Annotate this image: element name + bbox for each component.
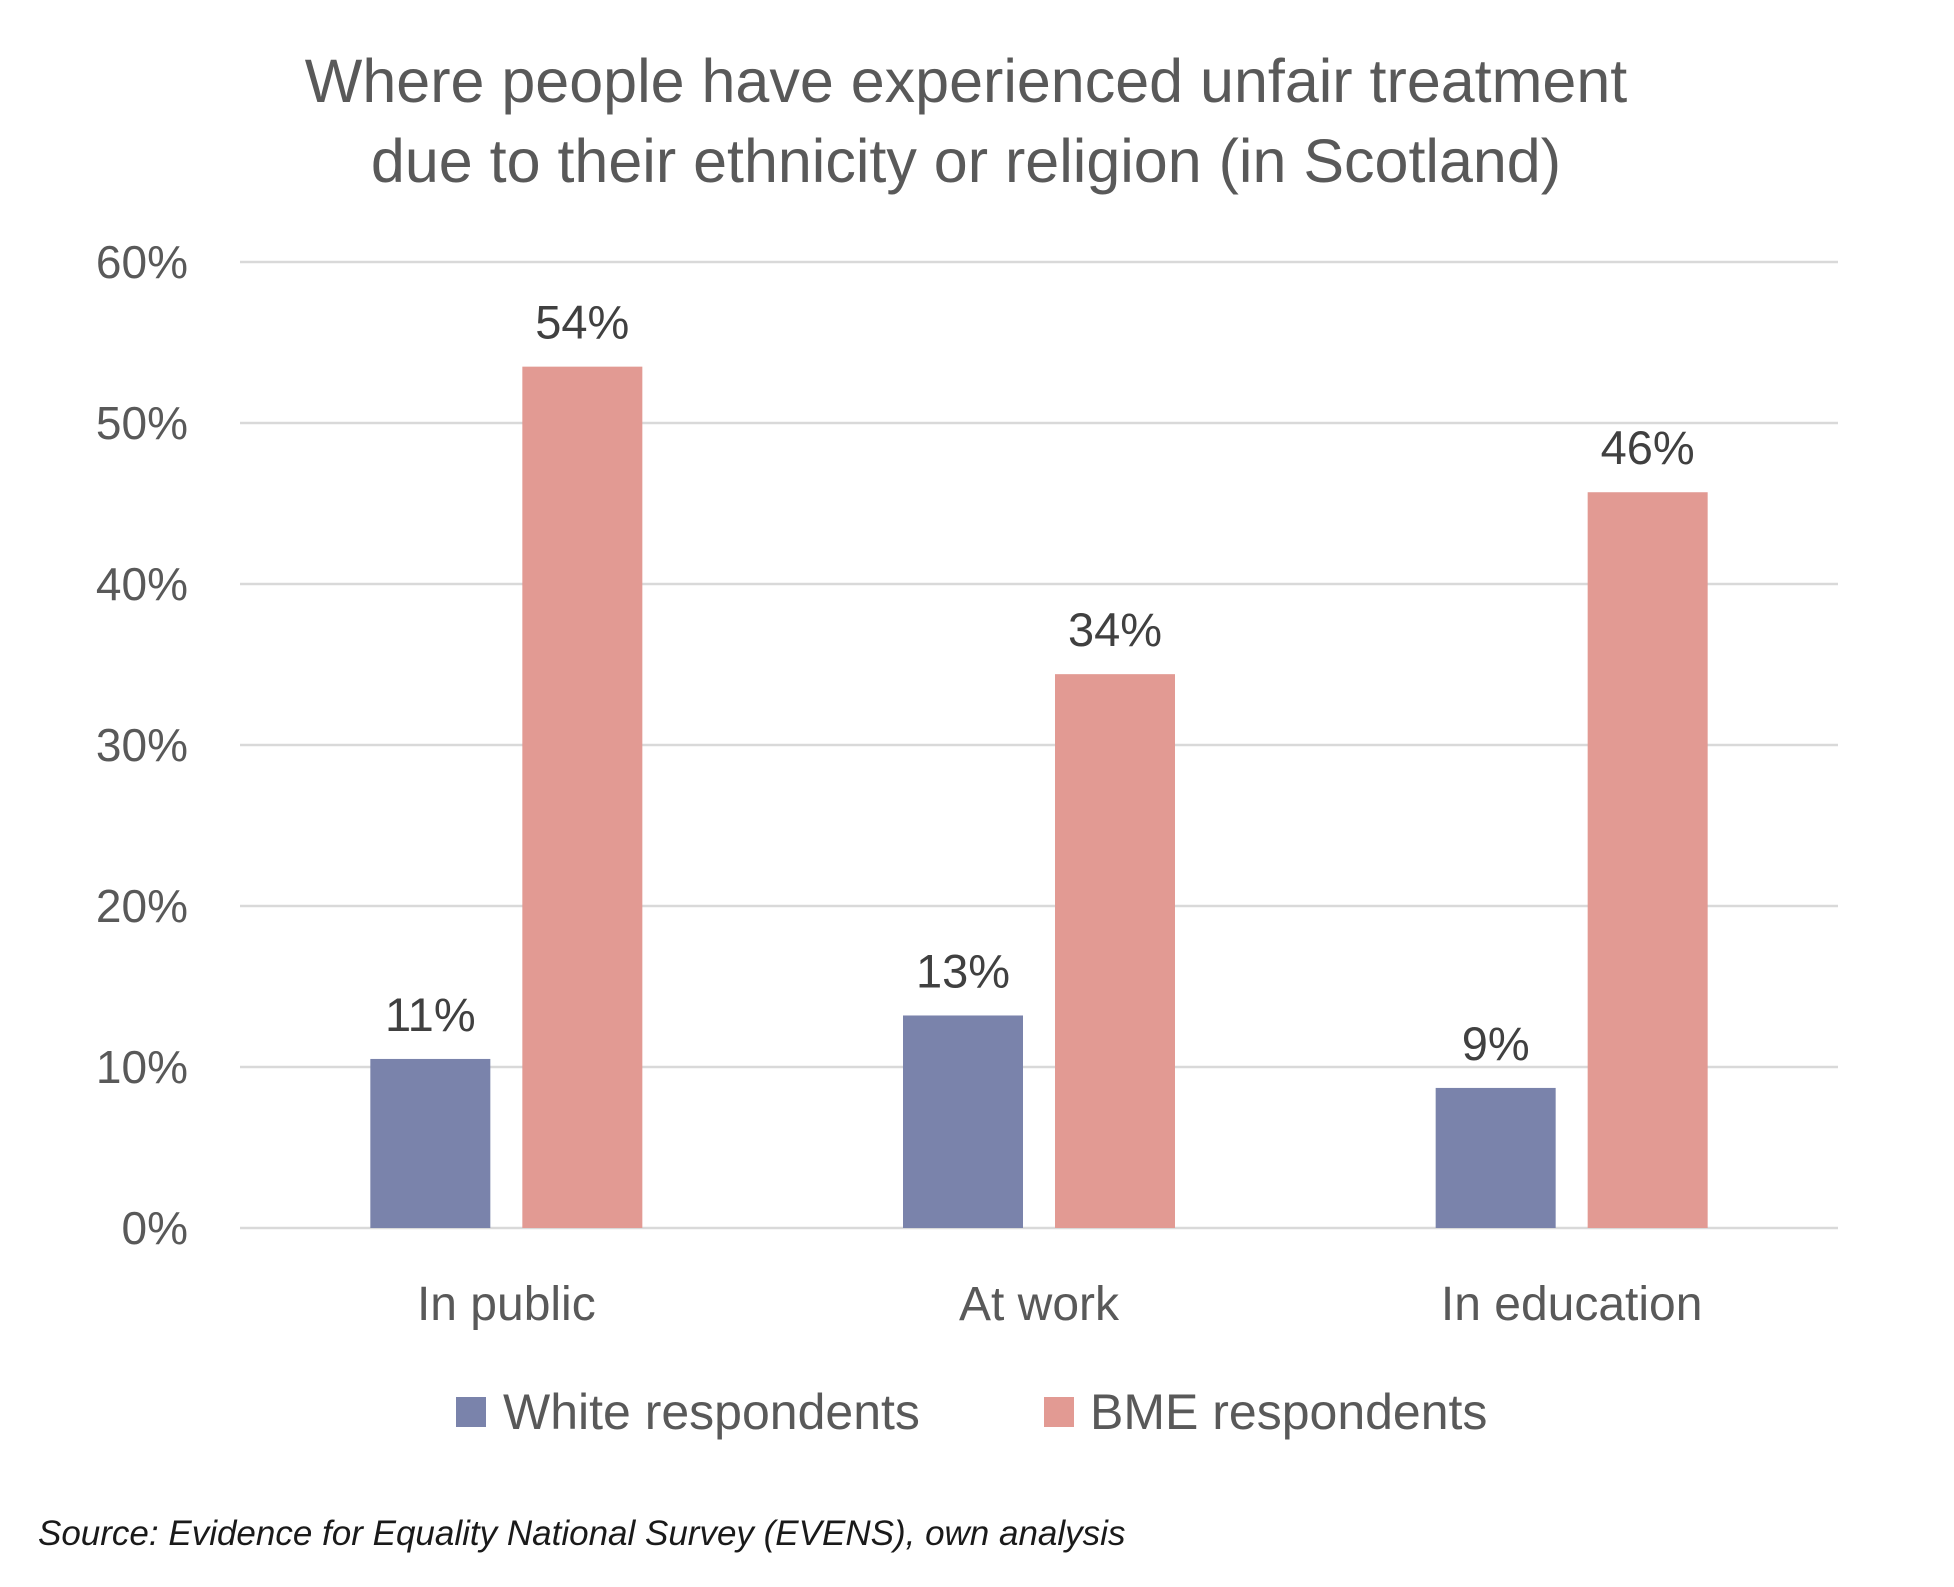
bar-bme-2 — [1587, 492, 1708, 1229]
x-axis-category-labels: In public At work In education — [417, 1278, 1702, 1331]
category-label: At work — [959, 1278, 1120, 1331]
chart-title: Where people have experienced unfair tre… — [305, 47, 1628, 195]
legend-label: BME respondents — [1090, 1384, 1487, 1440]
legend-swatch — [456, 1397, 486, 1427]
y-tick-label: 30% — [96, 719, 188, 771]
legend-item-white: White respondents — [456, 1384, 920, 1440]
data-label: 9% — [1462, 1017, 1530, 1070]
bar-white-1 — [903, 1015, 1023, 1228]
bars — [370, 366, 1708, 1229]
legend: White respondents BME respondents — [456, 1384, 1487, 1440]
bar-bme-1 — [1055, 674, 1175, 1228]
y-tick-label: 10% — [96, 1041, 188, 1093]
bar-white-2 — [1435, 1087, 1556, 1228]
chart-title-line-1: Where people have experienced unfair tre… — [305, 47, 1628, 115]
data-label: 54% — [535, 296, 629, 349]
y-tick-label: 0% — [122, 1202, 188, 1254]
data-label: 13% — [916, 944, 1010, 997]
legend-swatch — [1044, 1397, 1074, 1427]
y-tick-label: 40% — [96, 558, 188, 610]
chart-title-line-2: due to their ethnicity or religion (in S… — [371, 127, 1561, 195]
category-label: In education — [1441, 1278, 1703, 1331]
data-label: 34% — [1068, 603, 1162, 656]
y-axis-tick-labels: 0% 10% 20% 30% 40% 50% 60% — [96, 236, 188, 1254]
data-label: 11% — [385, 988, 476, 1041]
y-tick-label: 20% — [96, 880, 188, 932]
y-tick-label: 50% — [96, 397, 188, 449]
legend-item-bme: BME respondents — [1044, 1384, 1487, 1440]
bar-white-0 — [370, 1058, 491, 1228]
gridlines — [240, 260, 1838, 1230]
data-labels: 11% 54% 13% 34% 9% 46% — [385, 296, 1695, 1070]
data-label: 46% — [1601, 421, 1695, 474]
y-tick-label: 60% — [96, 236, 188, 288]
legend-label: White respondents — [503, 1384, 920, 1440]
source-note: Source: Evidence for Equality National S… — [38, 1514, 1125, 1553]
category-label: In public — [417, 1278, 596, 1331]
bar-bme-0 — [522, 366, 643, 1228]
